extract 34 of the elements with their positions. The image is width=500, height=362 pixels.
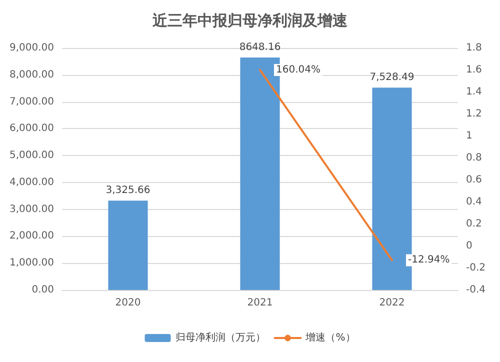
data-label: 8648.16: [239, 42, 281, 53]
y2-tick-label: 1.4: [466, 86, 482, 98]
y2-tick-label: -0.2: [466, 262, 486, 274]
y-tick-label: 1,000.00: [9, 258, 54, 269]
y2-tick-label: -0.4: [466, 284, 486, 296]
y2-tick-label: 1.8: [466, 42, 482, 54]
y-tick-label: 7,000.00: [9, 96, 54, 108]
y2-tick-label: 0.6: [466, 174, 482, 186]
y-tick-label: 9,000.00: [9, 42, 54, 54]
legend-label: 增速（%）: [304, 332, 356, 344]
data-label: 3,325.66: [106, 185, 150, 196]
y2-tick-label: 0: [466, 240, 472, 252]
data-label: 7,528.49: [370, 72, 414, 84]
y2-tick-label: 0.8: [466, 152, 482, 164]
y-tick-label: 3,000.00: [9, 204, 54, 215]
y-tick-label: 0.00: [32, 284, 54, 296]
chart-title: 近三年中报归母净利润及增速: [152, 12, 348, 30]
y-tick-label: 6,000.00: [9, 123, 54, 134]
y2-tick-label: 1.2: [466, 108, 482, 120]
x-tick-label: 2022: [379, 298, 405, 308]
x-tick-label: 2020: [115, 298, 141, 308]
y2-tick-label: 0.4: [466, 196, 482, 208]
y-tick-label: 2,000.00: [9, 230, 54, 242]
legend-label: 归母净利润（万元）: [176, 332, 266, 344]
y-tick-label: 4,000.00: [9, 176, 54, 188]
bar: [108, 200, 148, 290]
y2-tick-label: 1: [466, 130, 472, 142]
y-tick-label: 8,000.00: [9, 69, 54, 80]
data-label: -12.94%: [408, 254, 450, 266]
y2-tick-label: 0.2: [466, 218, 482, 230]
y2-tick-label: 1.6: [466, 64, 482, 76]
x-tick-label: 2021: [247, 298, 273, 308]
data-label: 160.04%: [276, 64, 320, 76]
y-tick-label: 5,000.00: [9, 150, 54, 162]
